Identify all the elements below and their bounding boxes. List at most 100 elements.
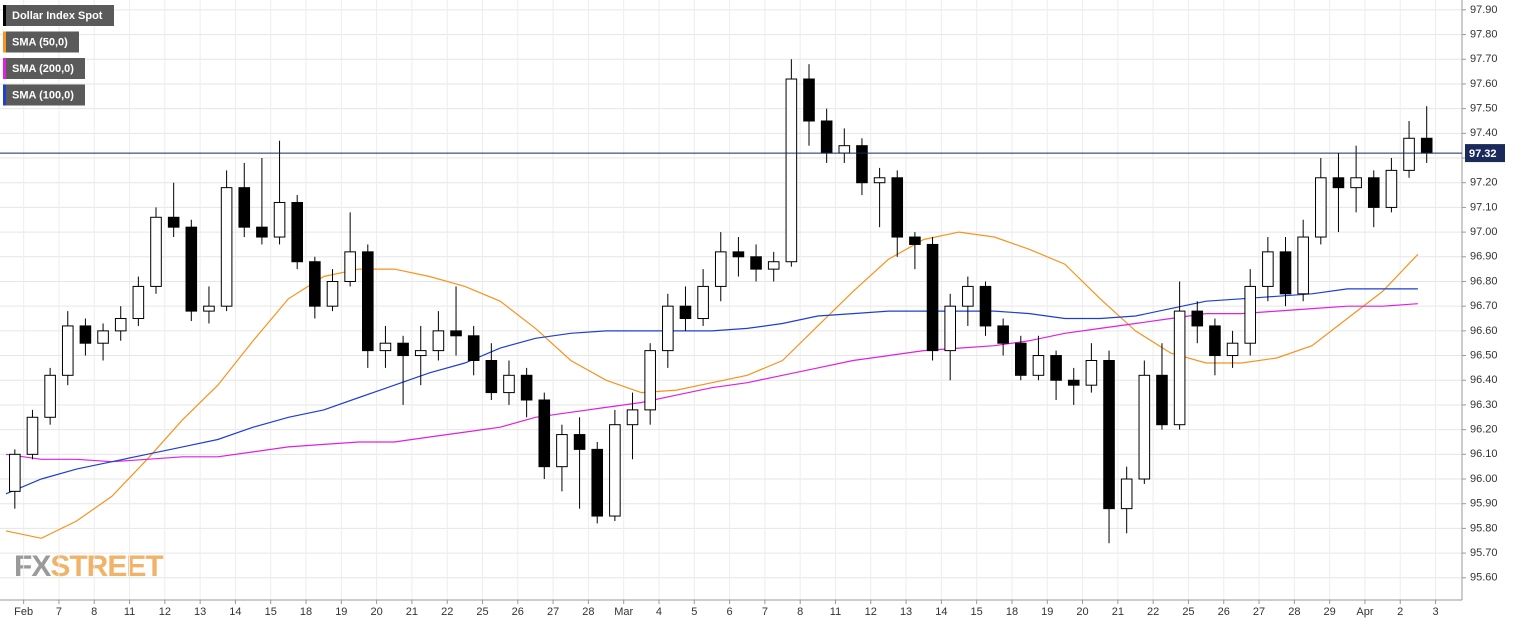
x-tick-label: 19 <box>1041 606 1053 618</box>
last-price-box <box>1465 144 1505 163</box>
x-tick-label: 25 <box>476 606 488 618</box>
candle-body <box>926 243 939 352</box>
y-tick-label: 97.10 <box>1470 201 1498 213</box>
candle-body <box>1420 137 1433 154</box>
candle-body <box>61 325 74 376</box>
candle-body <box>785 78 798 263</box>
y-tick-label: 97.90 <box>1470 4 1498 16</box>
x-tick-label: 26 <box>512 606 524 618</box>
candle-body <box>1067 379 1080 386</box>
candle-body <box>909 236 921 245</box>
candle-body <box>379 342 392 352</box>
legend-swatch <box>3 5 6 26</box>
y-tick-label: 95.70 <box>1470 547 1498 559</box>
x-tick-label: 18 <box>300 606 312 618</box>
x-tick-label: 20 <box>1076 606 1088 618</box>
candle-body <box>256 226 268 238</box>
x-tick-label: 20 <box>370 606 382 618</box>
candle-body <box>979 285 992 327</box>
x-tick-label: 28 <box>582 606 594 618</box>
x-tick-label: 27 <box>547 606 559 618</box>
candle-body <box>1350 177 1362 189</box>
candle-body <box>397 342 409 357</box>
x-tick-label: Mar <box>614 606 633 618</box>
legend-item: SMA (200,0) <box>3 58 85 79</box>
y-tick-label: 96.30 <box>1470 399 1498 411</box>
candle-body <box>203 305 215 312</box>
candle-body <box>1279 251 1292 295</box>
sma-line <box>5 288 1418 495</box>
candle-body <box>1297 236 1309 295</box>
candle-body <box>1156 374 1168 426</box>
candle-body <box>79 325 92 344</box>
candle-body <box>1385 169 1398 208</box>
candle-body <box>1262 251 1274 287</box>
candle-body <box>732 251 745 258</box>
x-tick-label: 22 <box>441 606 453 618</box>
candle-body <box>450 330 462 337</box>
x-tick-label: 7 <box>56 606 62 618</box>
candle-body <box>220 187 233 307</box>
x-tick-label: 27 <box>1253 606 1265 618</box>
candle-body <box>1209 325 1221 357</box>
candle-body <box>309 261 321 307</box>
y-tick-label: 96.10 <box>1470 448 1498 460</box>
x-tick-label: 13 <box>900 606 912 618</box>
legend-item: SMA (50,0) <box>3 31 79 53</box>
y-tick-label: 95.80 <box>1470 522 1498 534</box>
candle-body <box>767 261 780 270</box>
last-price-label: 97.32 <box>1469 148 1497 160</box>
y-tick-label: 97.40 <box>1470 127 1498 139</box>
candle-body <box>1138 374 1151 480</box>
legend-label: Dollar Index Spot <box>12 10 103 22</box>
legend-box <box>3 31 79 53</box>
candle-body <box>626 409 639 426</box>
candle-body <box>344 251 356 282</box>
y-tick-label: 97.80 <box>1470 28 1498 40</box>
candle-body <box>997 325 1009 344</box>
candle-body <box>962 285 974 307</box>
candle-body <box>679 305 692 320</box>
x-tick-label: 11 <box>124 606 135 618</box>
x-tick-label: 15 <box>265 606 277 618</box>
candle-body <box>714 251 727 287</box>
y-tick-label: 96.90 <box>1470 251 1498 263</box>
x-tick-label: 13 <box>194 606 206 618</box>
x-tick-label: 12 <box>159 606 171 618</box>
legend-swatch <box>3 84 6 106</box>
candle-body <box>467 335 480 361</box>
x-tick-label: 18 <box>1006 606 1018 618</box>
candle-body <box>697 285 709 320</box>
candle-body <box>1103 359 1115 510</box>
legend-item: SMA (100,0) <box>3 84 85 106</box>
y-tick-label: 96.40 <box>1470 374 1498 386</box>
legend-label: SMA (50,0) <box>12 36 68 48</box>
candle-body <box>44 374 56 418</box>
candle-body <box>26 416 39 455</box>
candle-body <box>1120 478 1133 510</box>
candle-body <box>238 187 251 228</box>
x-tick-label: Feb <box>14 606 33 618</box>
x-tick-label: 22 <box>1147 606 1159 618</box>
y-tick-label: 95.90 <box>1470 498 1498 510</box>
x-tick-label: Apr <box>1356 606 1373 618</box>
candle-body <box>591 448 604 517</box>
candle-body <box>838 145 851 154</box>
x-tick-label: 21 <box>1112 606 1124 618</box>
candle-body <box>1173 310 1186 426</box>
candle-body <box>150 216 162 287</box>
candle-body <box>273 201 286 238</box>
y-tick-label: 96.60 <box>1470 325 1498 337</box>
plot-area <box>0 0 1462 600</box>
candle-body <box>361 251 374 352</box>
legend-box <box>3 5 114 26</box>
candle-body <box>1014 342 1027 376</box>
candle-body <box>97 330 109 344</box>
x-tick-label: 11 <box>830 606 841 618</box>
legend-box <box>3 58 85 79</box>
x-tick-label: 7 <box>762 606 768 618</box>
legend-box <box>3 84 85 106</box>
y-tick-label: 96.00 <box>1470 473 1498 485</box>
candle-body <box>185 226 198 312</box>
